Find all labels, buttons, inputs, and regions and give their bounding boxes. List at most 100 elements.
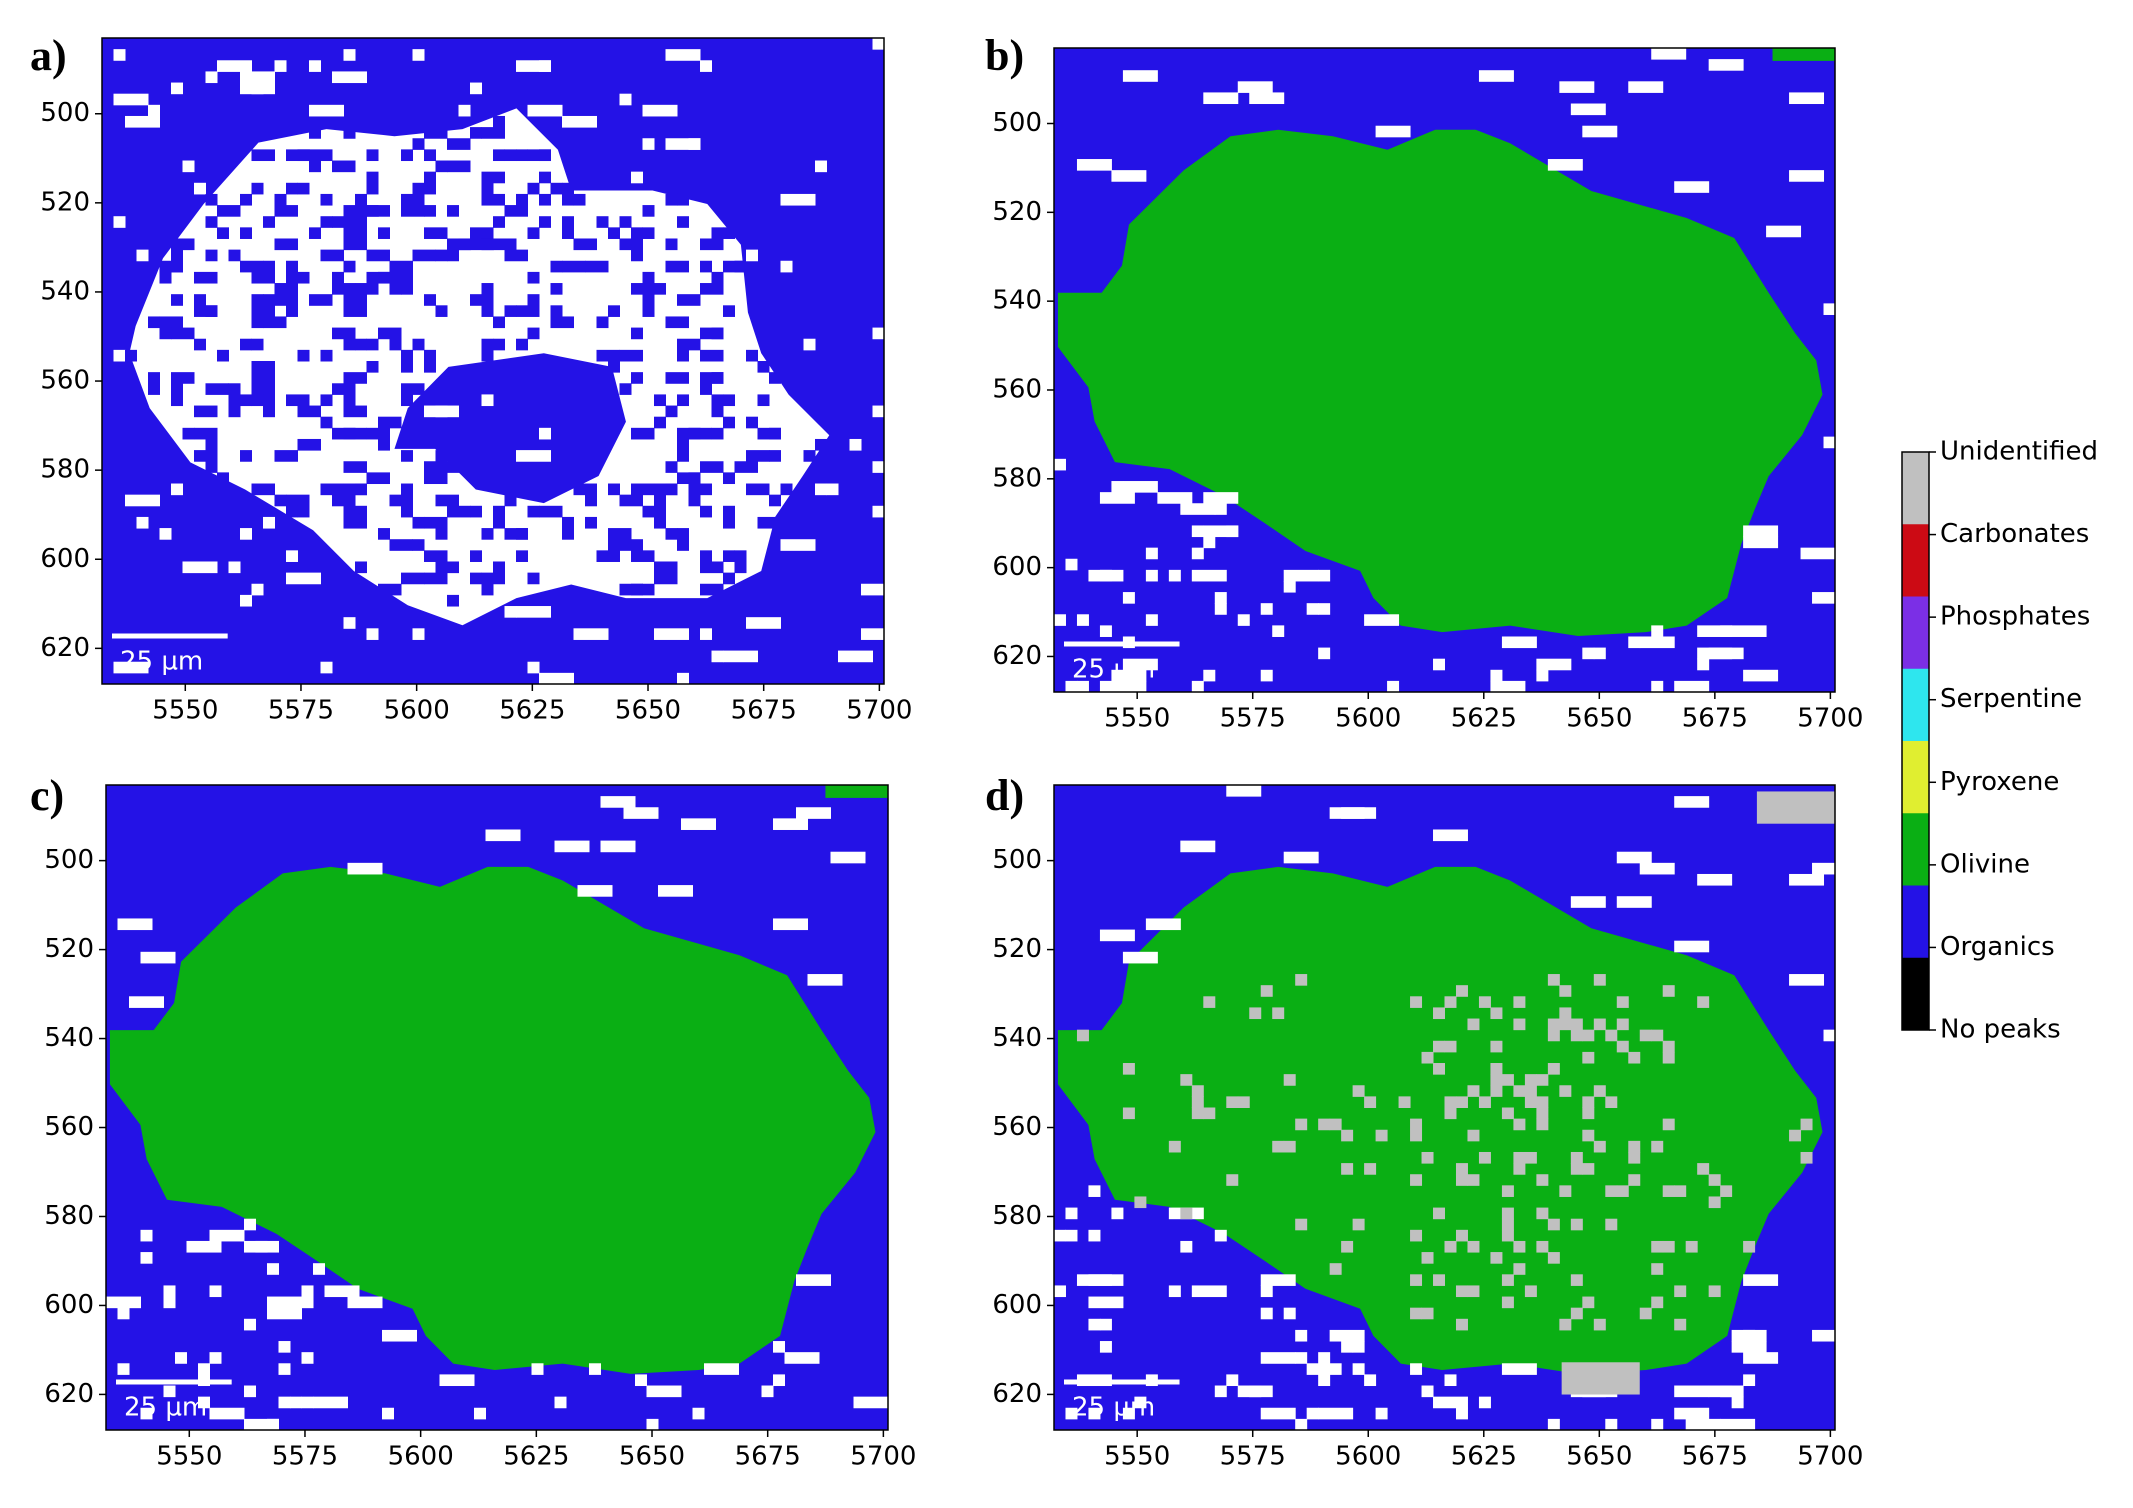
white-pixel [1306,603,1319,615]
y-tick-label: 540 [992,1023,1042,1053]
white-pixel [1065,1207,1078,1220]
organic-pixel [700,483,712,496]
organic-pixel [401,483,413,496]
white-pixel [1111,680,1147,692]
organic-pixel [539,193,551,206]
white-pixel [631,171,643,184]
unidentified-pixel [1651,1140,1664,1153]
unidentified-pixel [1444,1107,1457,1120]
white-pixel [646,1385,682,1398]
organic-pixel [677,394,689,407]
white-pixel [746,617,781,629]
unidentified-pixel [1536,1240,1549,1253]
unidentified-pixel [1708,1174,1721,1186]
white-pixel [1260,1307,1273,1320]
white-pixel [1547,159,1583,171]
organic-pixel [378,327,402,340]
white-pixel [1260,1285,1273,1298]
organic-pixel [516,305,540,317]
white-pixel [470,82,482,95]
unidentified-pixel [1593,974,1606,986]
organic-pixel [654,494,666,507]
panel-label: b) [985,31,1024,80]
organic-pixel [493,149,505,162]
organic-pixel [343,283,356,295]
organic-pixel [539,171,551,184]
organic-pixel [470,572,482,585]
axes-frame [1053,47,1836,693]
white-pixel [1318,1374,1331,1387]
organic-pixel [700,283,724,295]
unidentified-pixel [1536,1174,1549,1186]
x-tick-label: 5625 [1451,1442,1517,1472]
organic-pixel [654,561,678,574]
white-pixel [1099,625,1112,637]
organic-pixel [424,294,436,306]
white-pixel [1352,1341,1365,1353]
organic-pixel [401,394,413,407]
organic-pixel [665,193,678,206]
white-pixel [1616,896,1652,908]
y-tick-label: 560 [992,1112,1042,1142]
organic-pixel [550,316,574,329]
white-pixel [182,160,195,173]
unidentified-pixel [1168,1140,1181,1153]
unidentified-pixel [1582,1051,1595,1064]
unidentified-pixel [1674,1185,1687,1197]
organic-pixel [320,394,333,407]
organic-pixel [366,472,390,485]
organic-pixel [401,505,413,518]
organic-pixel [815,438,827,451]
white-pixel [301,1296,314,1309]
organic-pixel [297,149,310,162]
unidentified-pixel [1616,1018,1629,1031]
white-pixel [635,1374,647,1387]
unidentified-pixel [1455,985,1468,997]
white-pixel [163,1285,176,1298]
white-pixel [780,193,816,206]
organic-pixel [194,405,218,418]
organic-pixel [320,193,333,206]
white-pixel [1812,592,1835,604]
organic-pixel [746,416,758,429]
organic-pixel [539,505,563,518]
organic-pixel [412,138,425,150]
organic-pixel [447,160,471,173]
organic-pixel [343,427,367,440]
white-pixel [1237,81,1273,93]
organic-pixel [159,271,172,284]
unidentified-pixel [1513,1240,1526,1253]
unidentified-pixel [1513,1085,1526,1097]
organic-pixel [539,216,551,228]
organic-pixel [504,149,517,162]
organic-pixel [205,305,218,317]
organic-pixel [343,238,367,251]
unidentified-pixel [1547,1029,1560,1042]
white-pixel [688,138,701,150]
white-pixel [1478,70,1514,82]
unidentified-pixel [1570,1307,1583,1320]
white-pixel [290,1396,302,1409]
white-pixel [263,516,275,529]
white-pixel [1065,680,1078,692]
organic-pixel [125,349,137,362]
organic-pixel [355,283,367,295]
white-pixel [1674,1385,1710,1398]
unidentified-pixel [1444,1096,1457,1108]
white-pixel [1800,547,1835,560]
white-pixel [1743,669,1779,682]
organic-pixel [481,583,494,596]
x-tick-label: 5600 [388,1442,454,1472]
white-pixel [872,327,884,340]
white-pixel [1501,1363,1537,1375]
organic-pixel [228,249,241,262]
panel: 25 µm 5550 5575 5600 5625 5650 5675 5700 500 520 5… [985,771,1863,1471]
white-pixel [826,483,839,496]
unidentified-pixel [1501,1296,1514,1309]
x-tick-label: 5675 [735,1442,801,1472]
white-pixel [209,1229,245,1242]
unidentified-pixel [1605,1185,1618,1197]
white-pixel [117,918,153,931]
organic-pixel [286,182,298,195]
organic-pixel [665,528,678,540]
